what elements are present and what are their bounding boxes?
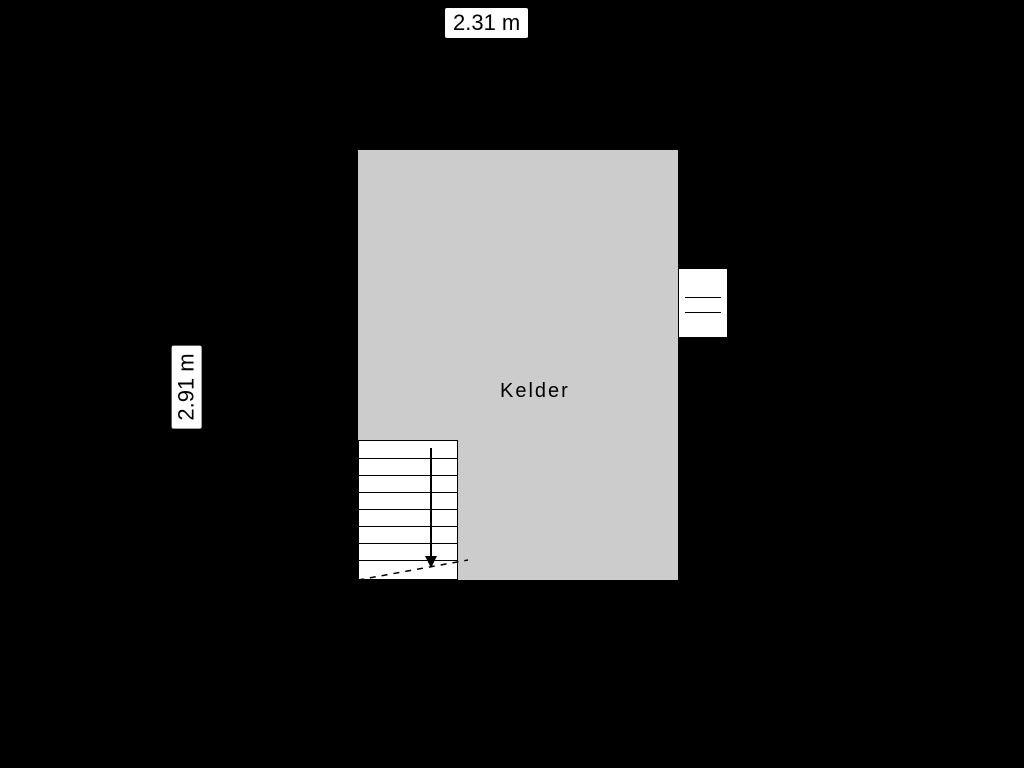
stairs-arrow-shaft [430, 448, 432, 556]
window-sash [685, 297, 721, 313]
room-label: Kelder [500, 380, 570, 403]
window-unit [678, 268, 728, 338]
stairs [358, 440, 458, 580]
dimension-height-label: 2.91 m [172, 345, 202, 428]
dimension-width-label: 2.31 m [445, 8, 528, 38]
stairs-arrow-head-icon [425, 556, 437, 568]
floorplan-canvas: { "canvas": { "width": 1024, "height": 7… [0, 0, 1024, 768]
